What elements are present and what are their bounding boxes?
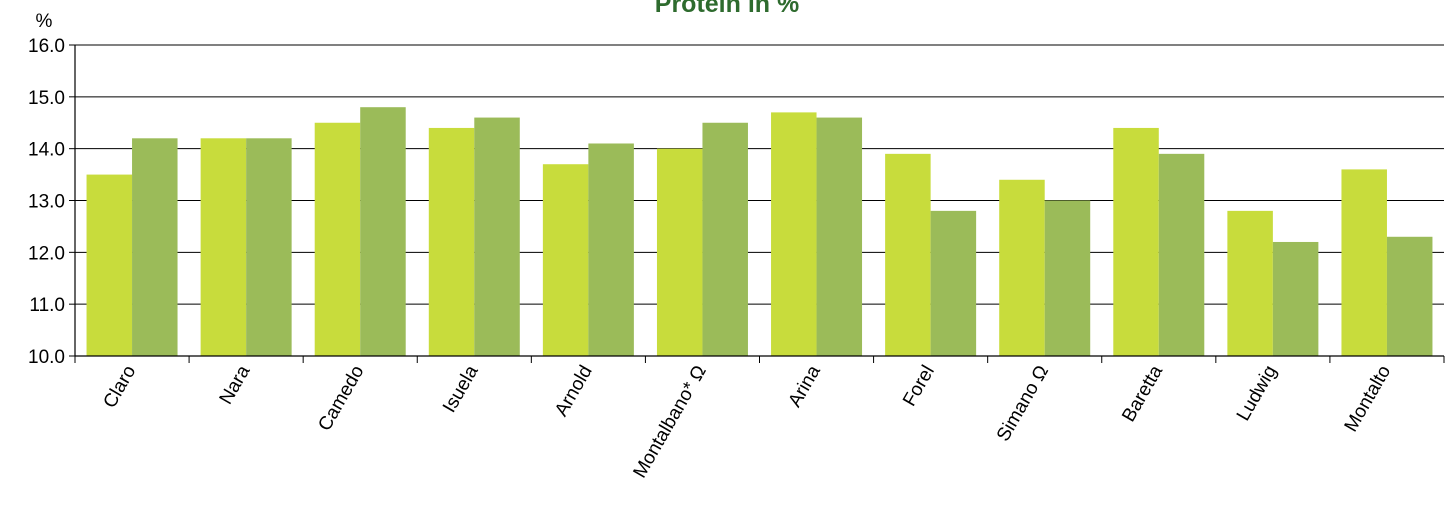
bar-montalto-series-1 bbox=[1341, 169, 1387, 356]
x-category-label: Ludwig bbox=[1233, 362, 1281, 425]
y-axis-unit-label: % bbox=[36, 11, 53, 32]
bar-arnold-series-1 bbox=[542, 164, 589, 356]
bar-baretta-series-2 bbox=[1158, 153, 1205, 356]
x-category-label: Simano Ω bbox=[993, 362, 1053, 445]
bar-arnold-series-2 bbox=[588, 143, 634, 356]
x-category-label: Baretta bbox=[1118, 362, 1167, 426]
x-category-label: Isuela bbox=[439, 362, 483, 417]
x-category-label: Forel bbox=[899, 362, 939, 410]
bar-forel-series-1 bbox=[885, 153, 931, 356]
bar-forel-series-2 bbox=[930, 210, 977, 356]
bar-claro-series-2 bbox=[132, 138, 178, 356]
chart-title: Protein in % bbox=[655, 0, 799, 18]
bar-baretta-series-1 bbox=[1113, 127, 1159, 356]
x-category-label: Arina bbox=[785, 362, 826, 411]
bar-arina-series-1 bbox=[771, 112, 817, 356]
y-tick-label: 15.0 bbox=[28, 88, 65, 109]
bars bbox=[86, 107, 1433, 356]
x-category-label: Camedo bbox=[314, 362, 368, 435]
bar-nara-series-1 bbox=[200, 138, 247, 356]
bar-isuela-series-2 bbox=[474, 117, 520, 356]
bar-ludwig-series-1 bbox=[1227, 210, 1273, 356]
bar-ludwig-series-2 bbox=[1272, 241, 1319, 356]
bar-montalbano--series-2 bbox=[702, 122, 748, 356]
x-category-label: Nara bbox=[216, 362, 255, 409]
y-tick-label: 10.0 bbox=[28, 347, 65, 368]
y-tick-label: 12.0 bbox=[28, 243, 65, 264]
y-tick-label: 16.0 bbox=[28, 36, 65, 57]
x-axis-labels: Claro Nara Camedo Isuela Arnold Montalbano* Ω… bbox=[99, 362, 1395, 482]
y-axis-ticks: 10.0 11.0 12.0 13.0 14.0 15.0 16.0 bbox=[28, 36, 75, 368]
bar-nara-series-2 bbox=[246, 138, 292, 356]
y-tick-label: 11.0 bbox=[29, 295, 65, 316]
bar-simano--series-1 bbox=[999, 179, 1045, 356]
bar-camedo-series-2 bbox=[360, 107, 406, 356]
bar-arina-series-2 bbox=[816, 117, 863, 356]
x-category-label: Montalto bbox=[1341, 362, 1396, 436]
bar-simano--series-2 bbox=[1044, 200, 1091, 356]
x-category-label: Montalbano* Ω bbox=[630, 362, 711, 482]
x-category-label: Claro bbox=[99, 362, 140, 412]
bar-montalbano--series-1 bbox=[656, 148, 703, 356]
bar-montalto-series-2 bbox=[1386, 236, 1433, 356]
gridlines bbox=[75, 44, 1444, 357]
x-category-label: Arnold bbox=[551, 362, 597, 420]
bar-isuela-series-1 bbox=[428, 127, 475, 356]
bar-camedo-series-1 bbox=[314, 122, 361, 356]
bar-claro-series-1 bbox=[86, 174, 133, 356]
y-tick-label: 13.0 bbox=[28, 192, 65, 213]
y-tick-label: 14.0 bbox=[28, 140, 65, 161]
